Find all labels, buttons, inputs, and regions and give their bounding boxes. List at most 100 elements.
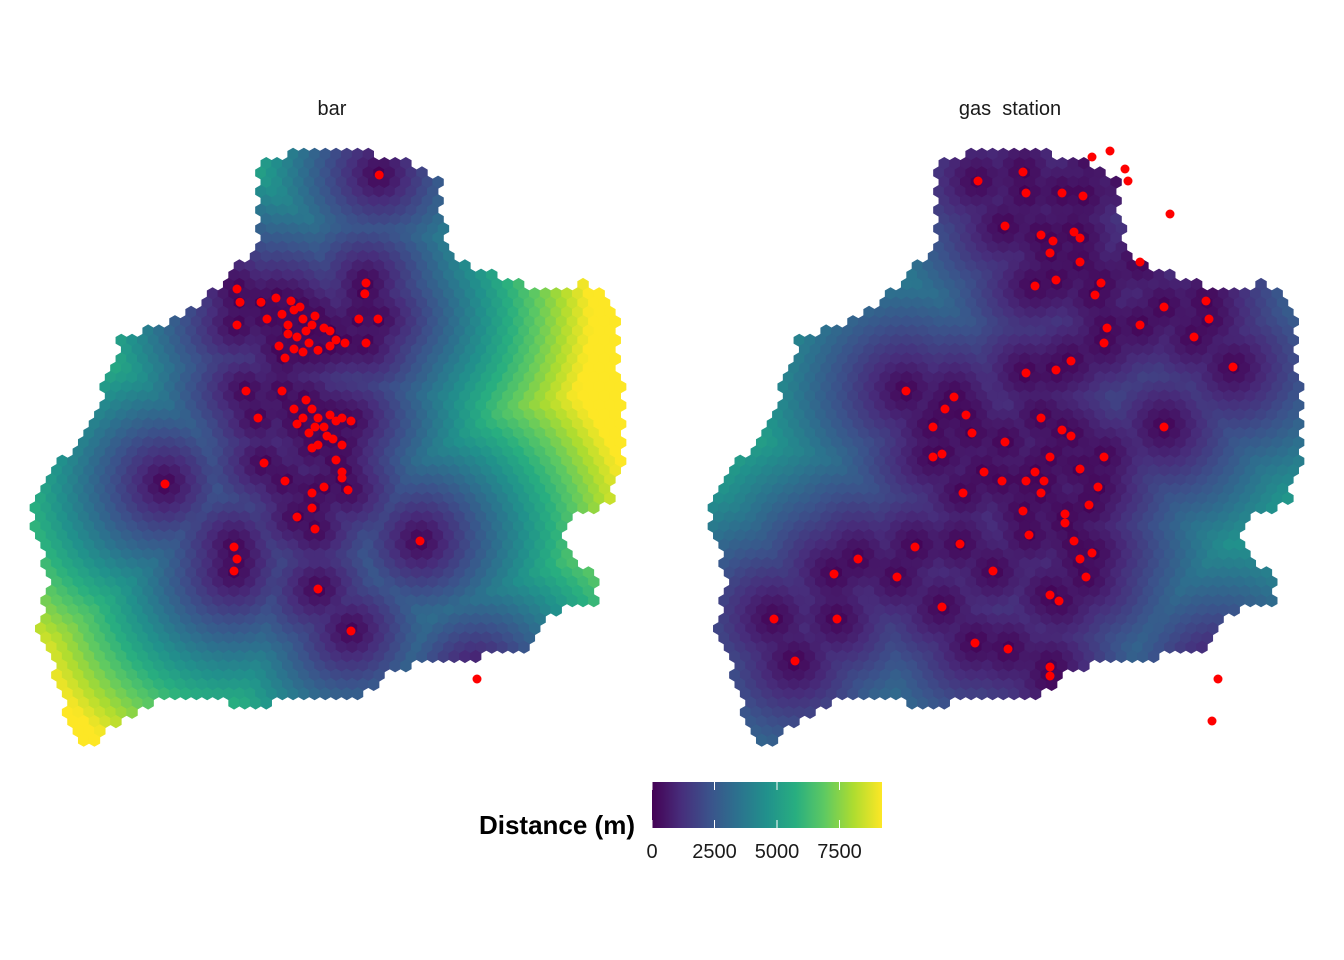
hex-cell <box>1035 175 1047 189</box>
hex-cell <box>1233 333 1246 347</box>
location-point <box>997 476 1007 486</box>
hex-cell <box>367 510 380 524</box>
hex-cell <box>1067 510 1079 524</box>
hex-cell <box>550 491 562 505</box>
hex-cell <box>841 343 854 357</box>
hex-cell <box>577 501 589 515</box>
hex-cell <box>110 361 122 375</box>
hex-cell <box>131 529 144 543</box>
hex-cell <box>512 352 525 366</box>
hex-cell <box>927 343 940 357</box>
hex-cell <box>384 463 396 478</box>
hex-cell <box>373 445 385 459</box>
hex-cell <box>1147 612 1160 626</box>
hex-cell <box>938 640 950 654</box>
hex-cell <box>1067 324 1079 338</box>
hex-cell <box>1255 445 1267 459</box>
hex-cell <box>110 659 122 673</box>
hex-cell <box>158 612 170 626</box>
hex-cell <box>852 417 865 431</box>
hex-cell <box>1276 389 1289 403</box>
hex-cell <box>384 612 396 626</box>
hex-cell <box>222 370 235 385</box>
hex-cell <box>400 547 412 561</box>
hex-cell <box>1088 529 1101 543</box>
hex-cell <box>421 343 434 357</box>
hex-cell <box>480 501 493 515</box>
hex-cell <box>330 482 342 496</box>
hex-cell <box>820 473 832 487</box>
hex-cell <box>938 343 950 357</box>
hex-cell <box>1287 352 1299 366</box>
hex-cell <box>852 491 865 505</box>
hex-cell <box>384 240 396 254</box>
hex-cell <box>1217 510 1230 524</box>
hex-cell <box>51 631 63 645</box>
hex-cell <box>190 315 203 329</box>
hex-cell <box>389 473 401 487</box>
hex-cell <box>922 631 934 645</box>
hex-cell <box>120 398 133 412</box>
hex-cell <box>847 519 859 533</box>
hex-cell <box>308 203 321 217</box>
location-point <box>1213 674 1223 684</box>
hex-cell <box>287 612 299 626</box>
hex-cell <box>1099 473 1112 487</box>
hex-cell <box>1164 529 1176 543</box>
hex-cell <box>1115 296 1128 310</box>
hex-cell <box>788 640 800 654</box>
hex-cell <box>534 352 546 366</box>
hex-cell <box>852 361 865 375</box>
location-point <box>1057 188 1067 198</box>
hex-cell <box>1104 203 1117 217</box>
hex-cell <box>1201 501 1214 515</box>
hex-cell <box>276 501 289 515</box>
hex-cell <box>1088 194 1101 208</box>
hex-cell <box>384 501 396 515</box>
hex-cell <box>997 184 1010 199</box>
hex-cell <box>997 649 1010 664</box>
hex-cell <box>469 556 482 571</box>
hex-cell <box>545 445 557 459</box>
hex-cell <box>1153 510 1165 524</box>
hex-cell <box>1239 547 1251 561</box>
hex-cell <box>437 259 450 273</box>
hex-cell <box>99 603 111 617</box>
hex-cell <box>351 687 364 701</box>
hex-cell <box>72 575 85 589</box>
location-point <box>307 443 317 453</box>
hex-cell <box>496 380 509 394</box>
hex-cell <box>367 677 380 691</box>
hex-cell <box>265 687 278 701</box>
hex-cell <box>798 696 811 710</box>
hex-cell <box>491 612 503 626</box>
hex-cell <box>1078 324 1090 338</box>
location-point <box>295 302 305 312</box>
hex-cell <box>884 287 897 301</box>
hex-cell <box>539 398 552 412</box>
hex-cell <box>1110 250 1122 264</box>
location-point <box>262 314 272 324</box>
hex-cell <box>367 659 380 673</box>
hex-cell <box>1094 222 1106 236</box>
hex-cell <box>772 463 784 478</box>
hex-cell <box>83 668 95 682</box>
hex-cell <box>239 640 251 654</box>
hex-cell <box>453 566 466 580</box>
location-point <box>853 554 863 564</box>
location-point <box>307 320 317 330</box>
hex-cell <box>723 603 736 617</box>
hex-cell <box>938 677 950 691</box>
hex-cell <box>233 445 246 459</box>
hex-cell <box>384 631 396 645</box>
hex-cell <box>614 417 627 431</box>
hex-cell <box>938 696 950 710</box>
hex-cell <box>265 333 278 347</box>
location-point <box>283 329 293 339</box>
hex-cell <box>750 575 763 589</box>
hex-cell <box>986 501 999 515</box>
hex-cell <box>992 157 1004 171</box>
hex-cell <box>852 566 865 580</box>
hex-cell <box>185 380 197 394</box>
hex-cell <box>346 603 358 617</box>
